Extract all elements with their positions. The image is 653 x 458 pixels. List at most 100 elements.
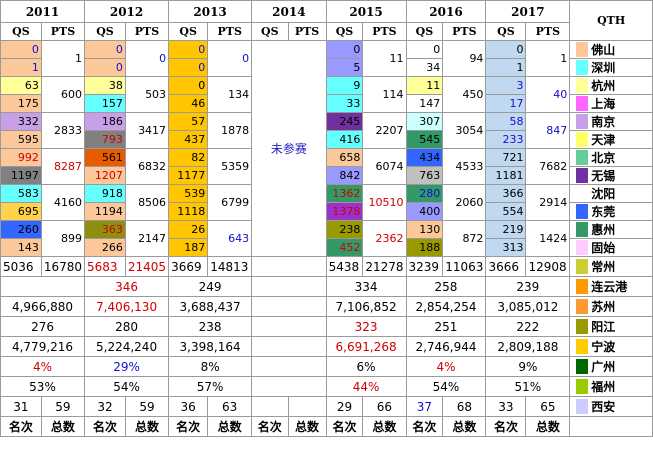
qs-cell: 1362: [325, 184, 364, 203]
pts-cell: 40: [525, 76, 571, 113]
score-a-cell: 258: [405, 276, 487, 297]
qs-cell: 38: [84, 76, 126, 95]
qs-cell: 280: [405, 184, 444, 203]
city-name: 苏州: [591, 299, 616, 314]
city-legend-item: 苏州: [569, 296, 653, 317]
city-name: 北京: [591, 150, 616, 165]
score-b-cell: 323: [325, 316, 407, 337]
pts-header: PTS: [207, 22, 253, 41]
percent-a-cell: 4%: [405, 356, 487, 377]
city-color-swatch: [576, 339, 589, 354]
qs-cell: 9: [325, 76, 364, 95]
rank-total-cell: 63: [207, 396, 253, 417]
total-qs-cell: 5683: [84, 256, 126, 277]
qs-cell: 416: [325, 130, 364, 149]
year-header-2011: 2011: [0, 0, 86, 23]
percent-a-cell: 4%: [0, 356, 86, 377]
qs-cell: 658: [325, 148, 364, 167]
city-color-swatch: [576, 78, 589, 93]
percent-b-cell: 54%: [84, 376, 170, 397]
city-legend-item: 杭州: [569, 76, 653, 95]
total-qs-cell: 3666: [485, 256, 527, 277]
rank-label: 名次: [405, 416, 444, 437]
product-b-cell: 2,809,188: [485, 336, 571, 357]
qs-cell: 0: [168, 40, 209, 59]
product-b-cell: 6,691,268: [325, 336, 407, 357]
non-participation-note: 未参赛: [251, 40, 327, 257]
rank-total-cell: 59: [124, 396, 170, 417]
total-label: 总数: [207, 416, 253, 437]
product-a-cell: 4,966,880: [0, 296, 86, 317]
qs-cell: 63: [0, 76, 42, 95]
pts-cell: 5359: [207, 148, 253, 185]
qs-cell: 33: [325, 94, 364, 113]
pts-cell: 503: [124, 76, 170, 113]
total-pts-cell: 14813: [207, 256, 253, 277]
city-color-swatch: [576, 186, 589, 201]
city-name: 固始: [591, 240, 616, 255]
pts-cell: 643: [207, 220, 253, 257]
city-color-swatch: [576, 399, 589, 414]
qs-cell: 400: [405, 202, 444, 221]
city-legend-item: 深圳: [569, 58, 653, 77]
year-header-2012: 2012: [84, 0, 170, 23]
year-header-2013: 2013: [168, 0, 253, 23]
percent-b-cell: 54%: [405, 376, 487, 397]
score-b-cell: 222: [485, 316, 571, 337]
city-legend-item: 北京: [569, 148, 653, 167]
qs-cell: 186: [84, 112, 126, 131]
qs-cell: 539: [168, 184, 209, 203]
qs-cell: 583: [0, 184, 42, 203]
city-color-swatch: [576, 132, 589, 147]
year-header-2014: 2014: [251, 0, 327, 23]
city-legend-item: 南京: [569, 112, 653, 131]
city-name: 天津: [591, 132, 616, 147]
city-color-swatch: [576, 42, 589, 57]
qs-cell: 452: [325, 238, 364, 257]
pts-cell: 11: [362, 40, 407, 77]
pts-cell: 6832: [124, 148, 170, 185]
city-color-swatch: [576, 150, 589, 165]
pts-cell: 3054: [442, 112, 487, 149]
qs-cell: 233: [485, 130, 527, 149]
qs-cell: 0: [84, 40, 126, 59]
empty-cell: [251, 276, 327, 297]
data-row: 332 2833 186 3417 57 1878 245 2207 307 3054 58 847 南…: [0, 112, 653, 149]
city-name: 西安: [591, 399, 616, 414]
qs-cell: 11: [405, 76, 444, 95]
summary-row: 4% 29% 8% 6% 4% 9% 广州: [0, 356, 653, 377]
rank-label: 名次: [325, 416, 364, 437]
pts-cell: 7682: [525, 148, 571, 185]
city-legend-item: 惠州: [569, 220, 653, 239]
city-color-swatch: [576, 114, 589, 129]
pts-cell: 6799: [207, 184, 253, 221]
score-b-cell: 238: [168, 316, 253, 337]
pts-cell: 134: [207, 76, 253, 113]
city-name: 东莞: [591, 204, 616, 219]
summary-row: 4,966,880 7,406,130 3,688,437 7,106,852 2,85…: [0, 296, 653, 317]
pts-cell: 847: [525, 112, 571, 149]
qs-cell: 175: [0, 94, 42, 113]
qs-header: QS: [251, 22, 289, 41]
qs-cell: 434: [405, 148, 444, 167]
total-qs-cell: 5438: [325, 256, 364, 277]
city-legend-item: 无锡: [569, 166, 653, 185]
rank-label: 名次: [251, 416, 289, 437]
qs-cell: 545: [405, 130, 444, 149]
city-color-swatch: [576, 240, 589, 255]
data-row: 583 4160 918 8506 539 6799 1362 10510 280 2060 366…: [0, 184, 653, 221]
city-legend-item: 上海: [569, 94, 653, 113]
qs-cell: 238: [325, 220, 364, 239]
city-name: 杭州: [591, 78, 616, 93]
empty-cell: [251, 316, 327, 337]
qs-cell: 157: [84, 94, 126, 113]
score-b-cell: 280: [84, 316, 170, 337]
city-name: 连云港: [591, 279, 628, 294]
total-label: 总数: [442, 416, 487, 437]
data-row: 595 793 437 416 545 233 天津: [0, 130, 653, 149]
empty-cell: [251, 356, 327, 377]
qs-cell: 1378: [325, 202, 364, 221]
qs-cell: 130: [405, 220, 444, 239]
qs-header: QS: [0, 22, 42, 41]
pts-header: PTS: [525, 22, 571, 41]
